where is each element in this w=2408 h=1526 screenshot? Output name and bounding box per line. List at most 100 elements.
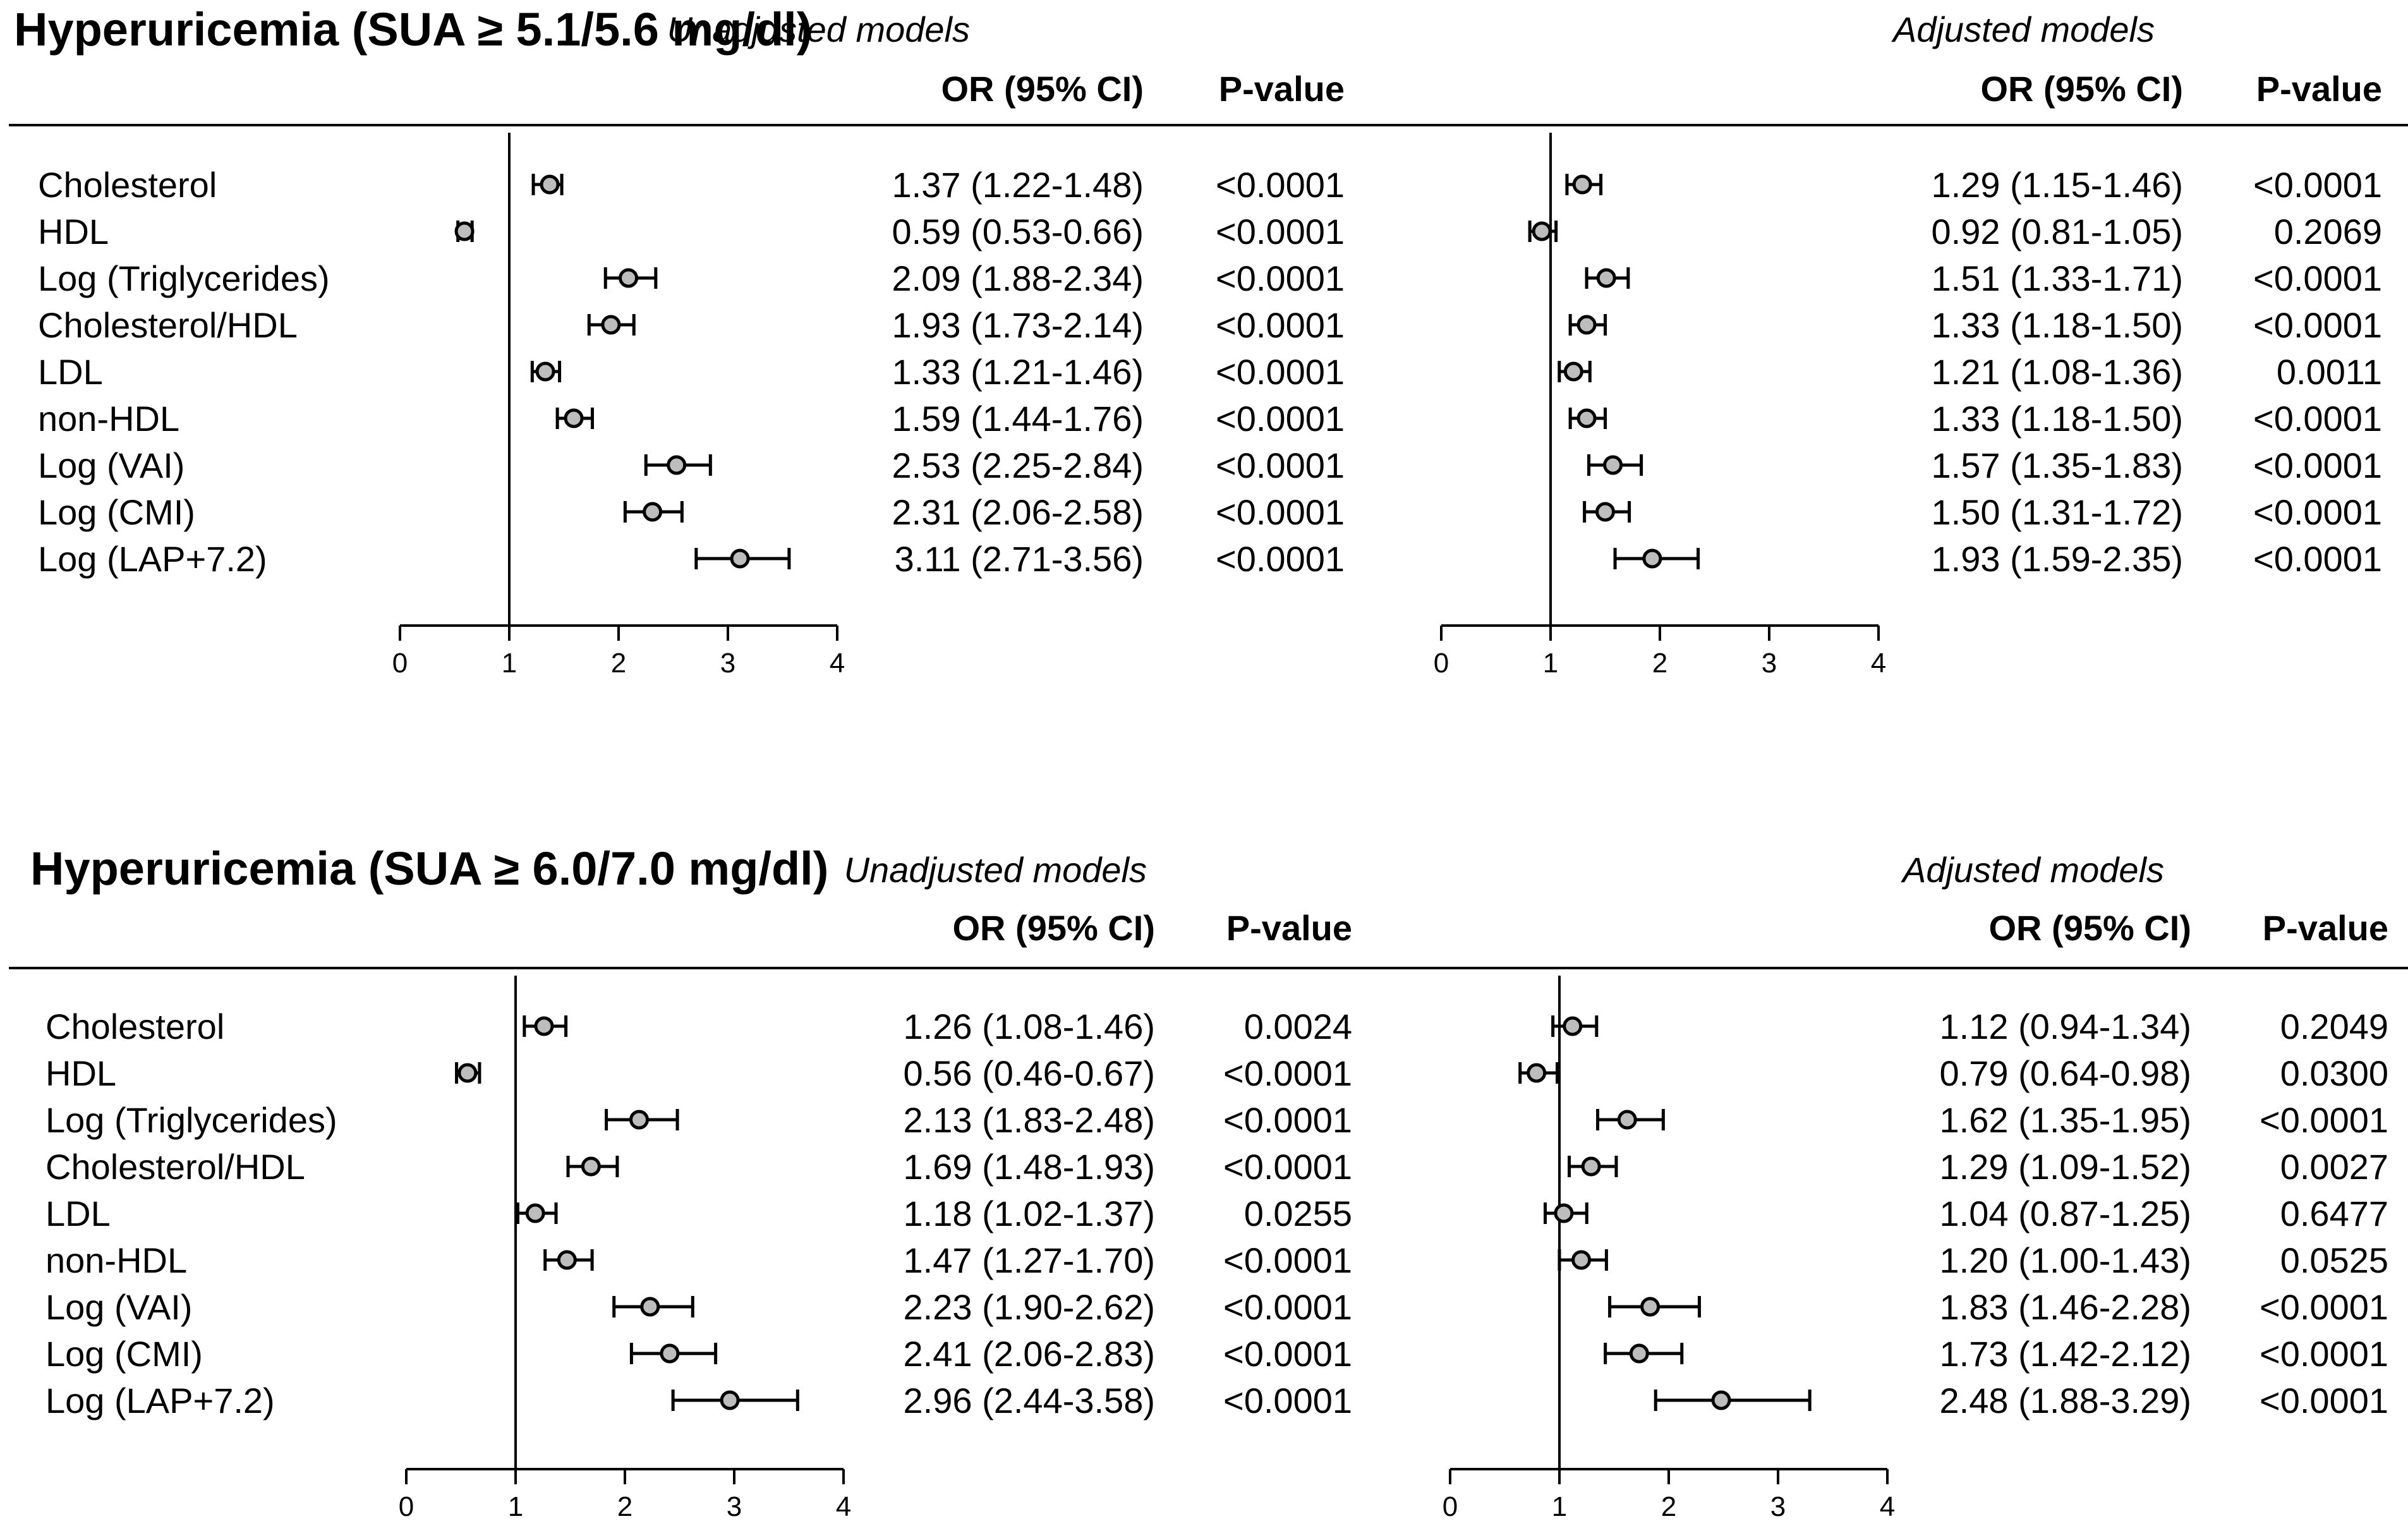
row-label: Cholesterol	[38, 165, 217, 205]
or-ci-value: 1.62 (1.35-1.95)	[1940, 1100, 2191, 1140]
x-tick-label: 1	[1552, 1491, 1567, 1522]
row-label: Log (VAI)	[38, 445, 185, 485]
p-value-header: P-value	[1219, 69, 1345, 109]
p-value: 0.0300	[2280, 1053, 2388, 1093]
or-ci-value: 1.18 (1.02-1.37)	[904, 1194, 1155, 1233]
row-label: Log (Triglycerides)	[38, 258, 330, 298]
or-ci-value: 1.20 (1.00-1.43)	[1940, 1240, 2191, 1280]
p-value: <0.0001	[1223, 1147, 1352, 1187]
x-tick-label: 2	[1652, 648, 1667, 679]
row-label: HDL	[45, 1053, 116, 1093]
or-point-marker	[1554, 1203, 1574, 1223]
or-ci-value: 2.31 (2.06-2.58)	[892, 492, 1144, 532]
p-value: <0.0001	[1216, 352, 1345, 392]
or-ci-value: 1.83 (1.46-2.28)	[1940, 1287, 2191, 1327]
p-value: 0.0027	[2280, 1147, 2388, 1187]
or-ci-header: OR (95% CI)	[941, 69, 1144, 109]
x-tick-label: 0	[1434, 648, 1449, 679]
or-point-marker	[643, 502, 663, 522]
x-tick-label: 4	[1880, 1491, 1895, 1522]
x-tick-label: 4	[836, 1491, 851, 1522]
or-point-marker	[1576, 315, 1597, 335]
or-point-marker	[1603, 455, 1623, 475]
or-ci-value: 1.93 (1.73-2.14)	[892, 305, 1144, 345]
x-tick-label: 0	[399, 1491, 414, 1522]
x-tick-label: 1	[502, 648, 517, 679]
or-ci-value: 0.92 (0.81-1.05)	[1932, 212, 2183, 251]
p-value: 0.0011	[2277, 352, 2382, 392]
p-value: 0.0255	[1244, 1194, 1352, 1233]
panel-title: Hyperuricemia (SUA ≥ 5.1/5.6 mg/dl)	[14, 3, 812, 56]
x-tick-label: 2	[1661, 1491, 1676, 1522]
or-point-marker	[1596, 268, 1616, 288]
or-ci-value: 1.04 (0.87-1.25)	[1940, 1194, 2191, 1233]
p-value-header: P-value	[2263, 908, 2388, 948]
row-label: HDL	[38, 212, 109, 251]
or-ci-value: 2.96 (2.44-3.58)	[904, 1381, 1155, 1420]
or-point-marker	[581, 1156, 601, 1177]
row-label: non-HDL	[38, 399, 179, 439]
p-value: <0.0001	[1216, 445, 1345, 485]
p-value: <0.0001	[1216, 305, 1345, 345]
or-point-marker	[534, 1016, 554, 1036]
or-point-marker	[557, 1250, 577, 1270]
or-ci-value: 1.33 (1.21-1.46)	[892, 352, 1144, 392]
p-value-header: P-value	[1226, 908, 1352, 948]
or-ci-value: 1.59 (1.44-1.76)	[892, 399, 1144, 439]
p-value: <0.0001	[1223, 1334, 1352, 1374]
p-value: <0.0001	[1216, 399, 1345, 439]
x-tick-label: 0	[392, 648, 408, 679]
row-label: Log (LAP+7.2)	[38, 539, 267, 579]
x-tick-label: 3	[727, 1491, 742, 1522]
or-point-marker	[540, 174, 560, 195]
or-ci-value: 2.48 (1.88-3.29)	[1940, 1381, 2191, 1420]
p-value-header: P-value	[2256, 69, 2382, 109]
or-point-marker	[564, 408, 584, 428]
or-ci-value: 1.26 (1.08-1.46)	[904, 1007, 1155, 1046]
or-ci-value: 1.29 (1.09-1.52)	[1940, 1147, 2191, 1187]
p-value: <0.0001	[1216, 492, 1345, 532]
or-ci-value: 0.56 (0.46-0.67)	[904, 1053, 1155, 1093]
or-ci-value: 1.33 (1.18-1.50)	[1932, 305, 2183, 345]
or-point-marker	[667, 455, 687, 475]
or-ci-value: 2.23 (1.90-2.62)	[904, 1287, 1155, 1327]
or-point-marker	[454, 221, 475, 241]
or-point-marker	[720, 1390, 740, 1410]
p-value: <0.0001	[2260, 1334, 2388, 1374]
p-value: <0.0001	[1216, 212, 1345, 251]
panel-sua-6-0: Hyperuricemia (SUA ≥ 6.0/7.0 mg/dl) Unadj…	[9, 842, 2408, 1522]
or-ci-value: 1.51 (1.33-1.71)	[1932, 258, 2183, 298]
row-label: Cholesterol/HDL	[38, 305, 298, 345]
model-label: Unadjusted models	[667, 9, 970, 49]
row-label: LDL	[38, 352, 103, 392]
row-label: Log (CMI)	[45, 1334, 203, 1374]
p-value: <0.0001	[2253, 258, 2382, 298]
x-tick-label: 4	[830, 648, 845, 679]
or-point-marker	[619, 268, 639, 288]
row-label: Cholesterol/HDL	[45, 1147, 305, 1187]
row-label: Cholesterol	[45, 1007, 224, 1046]
or-ci-header: OR (95% CI)	[1981, 69, 2184, 109]
or-point-marker	[1527, 1063, 1547, 1083]
or-point-marker	[1563, 1016, 1583, 1036]
or-point-marker	[1617, 1110, 1637, 1130]
p-value: <0.0001	[2260, 1287, 2388, 1327]
or-ci-value: 1.47 (1.27-1.70)	[904, 1240, 1155, 1280]
row-label: Log (Triglycerides)	[45, 1100, 337, 1140]
unadjusted-model-group: Unadjusted models OR (95% CI) P-value 0 1 2 3 4…	[45, 850, 1352, 1522]
or-ci-value: 3.11 (2.71-3.56)	[895, 539, 1144, 579]
x-tick-label: 1	[508, 1491, 523, 1522]
or-point-marker	[1629, 1343, 1649, 1364]
model-label: Adjusted models	[1891, 9, 2155, 49]
or-point-marker	[1571, 1250, 1592, 1270]
or-point-marker	[601, 315, 621, 335]
adjusted-model-group: Adjusted models OR (95% CI) P-value 0 1 2 3 4 1.…	[1443, 850, 2388, 1522]
panel-title: Hyperuricemia (SUA ≥ 6.0/7.0 mg/dl)	[30, 842, 828, 895]
row-label: non-HDL	[45, 1240, 187, 1280]
or-point-marker	[1572, 174, 1592, 195]
or-ci-value: 1.73 (1.42-2.12)	[1940, 1334, 2191, 1374]
or-point-marker	[1532, 221, 1552, 241]
x-tick-label: 2	[617, 1491, 632, 1522]
or-point-marker	[1640, 1297, 1661, 1317]
